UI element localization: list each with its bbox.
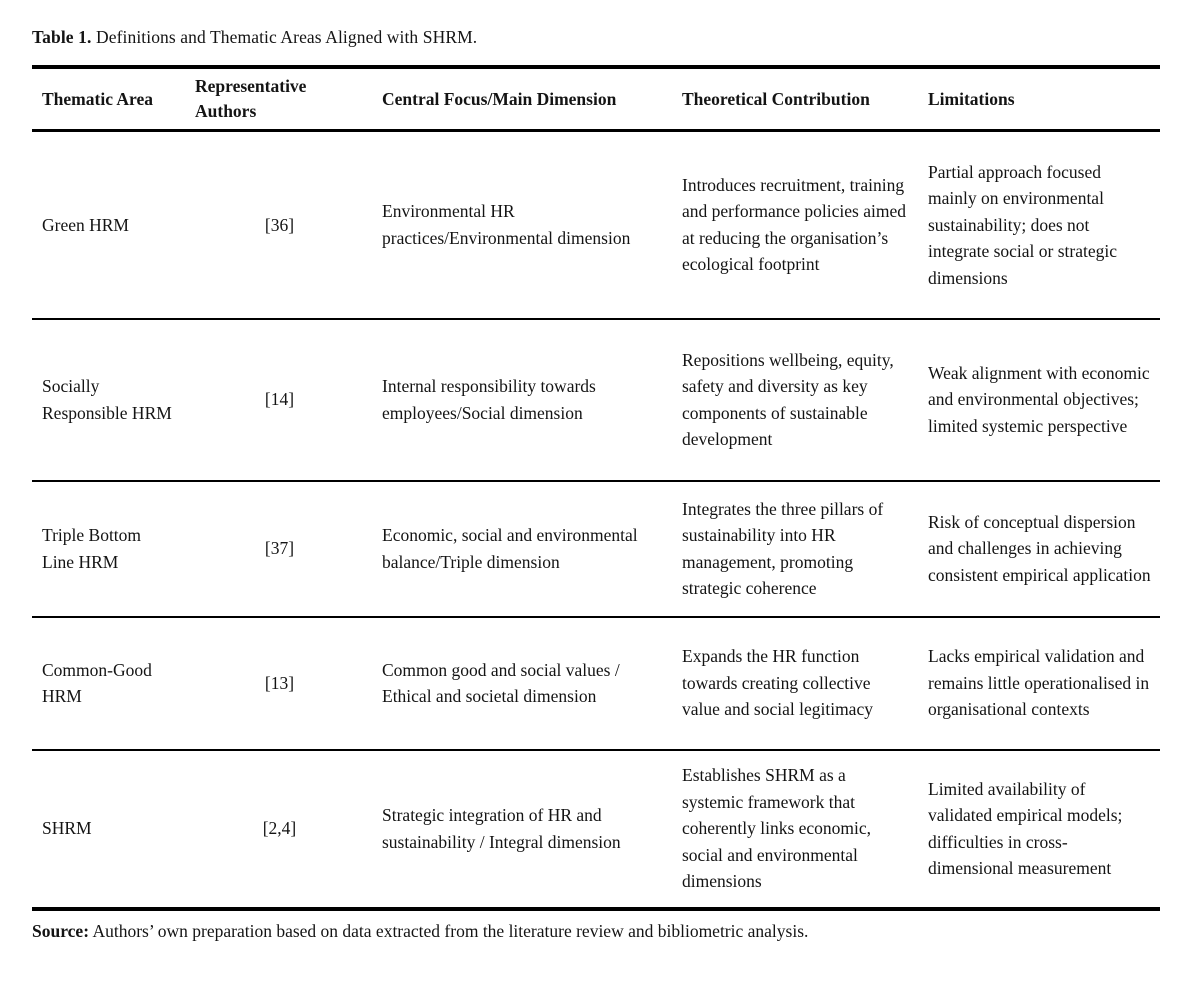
cell-thematic-area: Common-Good HRM xyxy=(42,659,152,707)
table-row-shrm: SHRM [2,4] Strategic integration of HR a… xyxy=(32,750,1160,909)
table-row-green-hrm: Green HRM [36] Environmental HR practice… xyxy=(32,131,1160,319)
cell-central-focus: Environmental HR practices/Environmental… xyxy=(382,201,631,248)
col-header-theoretical-contribution: Theoretical Contribution xyxy=(682,88,870,109)
source-text: Authors’ own preparation based on data e… xyxy=(92,920,809,941)
table-row-common-good-hrm: Common-Good HRM [13] Common good and soc… xyxy=(32,617,1160,750)
table-caption-text: Definitions and Thematic Areas Aligned w… xyxy=(95,27,478,47)
cell-contribution: Repositions wellbeing, equity, safety an… xyxy=(682,349,894,450)
cell-authors: [14] xyxy=(264,389,295,410)
cell-central-focus: Strategic integration of HR and sustaina… xyxy=(382,805,621,852)
col-header-limitations: Limitations xyxy=(928,88,1015,109)
cell-authors: [37] xyxy=(264,538,295,559)
table-row-triple-bottom-line-hrm: Triple Bottom Line HRM [37] Economic, so… xyxy=(32,481,1160,617)
cell-limitations: Weak alignment with economic and environ… xyxy=(928,362,1150,436)
cell-authors: [2,4] xyxy=(262,818,297,839)
col-header-representative-authors: Representative Authors xyxy=(195,76,307,121)
cell-thematic-area: Green HRM xyxy=(42,214,129,235)
col-header-central-focus: Central Focus/Main Dimension xyxy=(382,88,617,109)
cell-central-focus: Economic, social and environmental balan… xyxy=(382,525,638,572)
cell-thematic-area: Socially Responsible HRM xyxy=(42,376,172,423)
table-caption: Table 1. Definitions and Thematic Areas … xyxy=(32,26,1160,48)
cell-authors: [36] xyxy=(264,214,295,235)
cell-limitations: Limited availability of validated empiri… xyxy=(928,778,1123,879)
cell-limitations: Partial approach focused mainly on envir… xyxy=(928,161,1118,288)
shrm-definitions-table: Thematic Area Representative Authors Cen… xyxy=(32,65,1160,911)
source-note: Source: Authors’ own preparation based o… xyxy=(32,920,1160,942)
cell-authors: [13] xyxy=(264,672,295,693)
cell-limitations: Lacks empirical validation and remains l… xyxy=(928,646,1150,720)
cell-limitations: Risk of conceptual dispersion and challe… xyxy=(928,511,1151,585)
cell-thematic-area: Triple Bottom Line HRM xyxy=(42,525,142,572)
cell-central-focus: Internal responsibility towards employee… xyxy=(382,376,596,423)
cell-central-focus: Common good and social values / Ethical … xyxy=(382,659,620,707)
cell-contribution: Establishes SHRM as a systemic framework… xyxy=(682,765,872,892)
table-row-socially-responsible-hrm: Socially Responsible HRM [14] Internal r… xyxy=(32,319,1160,481)
source-label: Source: xyxy=(32,920,90,941)
table-caption-label: Table 1. xyxy=(32,27,92,47)
header-row: Thematic Area Representative Authors Cen… xyxy=(32,67,1160,131)
col-header-thematic-area: Thematic Area xyxy=(42,88,153,109)
cell-thematic-area: SHRM xyxy=(42,818,92,839)
cell-contribution: Expands the HR function towards creating… xyxy=(682,646,873,720)
cell-contribution: Integrates the three pillars of sustaina… xyxy=(682,498,884,599)
cell-contribution: Introduces recruitment, training and per… xyxy=(682,174,906,275)
